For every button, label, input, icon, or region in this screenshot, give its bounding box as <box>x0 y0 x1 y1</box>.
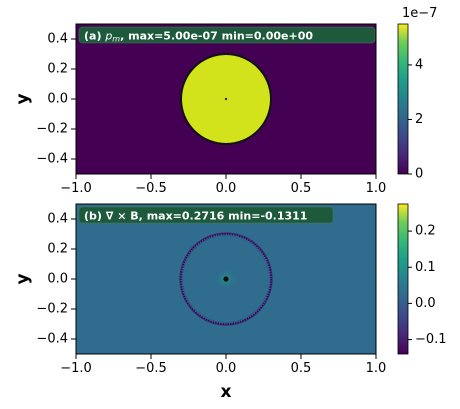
panel-a-colorbar-tick-label: 4 <box>415 57 423 72</box>
panel-b-xtick-label: 0.5 <box>291 361 312 376</box>
panel-b-xtick-label: 0.0 <box>216 361 237 376</box>
panel-a-ytick-label: 0.2 <box>47 62 68 77</box>
panel-a-colorbar-offset: 1e−7 <box>402 6 437 21</box>
panel-a-xtick-label: 0.5 <box>291 181 312 196</box>
panel-a-colorbar-tick-label: 0 <box>415 167 423 182</box>
panel-b-center-spot <box>223 276 229 282</box>
panel-a-colorbar-tick-label: 2 <box>415 112 423 127</box>
panel-b-y-axis-label: y <box>13 273 33 284</box>
panel-b-x-axis-label: x <box>221 382 232 402</box>
panel-b-ring-inner <box>182 235 270 323</box>
panel-a-xtick-label: −0.5 <box>135 181 167 196</box>
panel-a: (a) pm, max=5.00e-07 min=0.00e+00 y −0.4… <box>13 6 437 196</box>
panel-b-colorbar-tick-label: −0.1 <box>415 332 447 347</box>
panel-b-title: (b) ∇ × B, max=0.2716 min=-0.1311 <box>78 206 334 224</box>
panel-b: (b) ∇ × B, max=0.2716 min=-0.1311 y x −0… <box>13 203 447 402</box>
svg-text:(a) pm, max=5.00e-07 min=0.00e: (a) pm, max=5.00e-07 min=0.00e+00 <box>84 30 313 44</box>
panel-b-ytick-label: 0.2 <box>47 242 68 257</box>
panel-b-colorbar-tick-label: 0.0 <box>415 296 436 311</box>
panel-b-colorbar-tick-label: 0.1 <box>415 260 436 275</box>
panel-b-ytick-label: −0.4 <box>36 332 68 347</box>
panel-a-ytick-label: −0.4 <box>36 152 68 167</box>
panel-a-center-dot <box>224 97 228 101</box>
panel-b-colorbar-tick-label: 0.2 <box>415 224 436 239</box>
svg-text:(b) ∇ × B, max=0.2716 min=-0.1: (b) ∇ × B, max=0.2716 min=-0.1311 <box>84 210 307 223</box>
panel-b-ytick-label: 0.4 <box>47 212 68 227</box>
panel-b-xtick-label: −0.5 <box>135 361 167 376</box>
panel-b-xtick-label: −1.0 <box>60 361 92 376</box>
panel-a-xtick-label: −1.0 <box>60 181 92 196</box>
panel-a-xtick-label: 1.0 <box>366 181 387 196</box>
panel-b-xtick-label: 1.0 <box>366 361 387 376</box>
panel-a-y-axis-label: y <box>13 93 33 104</box>
panel-a-ytick-label: −0.2 <box>36 122 68 137</box>
panel-a-colorbar <box>397 23 409 175</box>
panel-a-ytick-label: 0.4 <box>47 32 68 47</box>
panel-a-title: (a) pm, max=5.00e-07 min=0.00e+00 <box>78 26 376 44</box>
panel-b-ytick-label: −0.2 <box>36 302 68 317</box>
panel-b-ring <box>180 233 272 325</box>
panel-b-ytick-label: 0.0 <box>47 272 68 287</box>
panel-a-ytick-label: 0.0 <box>47 92 68 107</box>
panel-a-xtick-label: 0.0 <box>216 181 237 196</box>
panel-b-ring-outer <box>179 232 273 326</box>
panel-b-colorbar <box>397 203 409 355</box>
